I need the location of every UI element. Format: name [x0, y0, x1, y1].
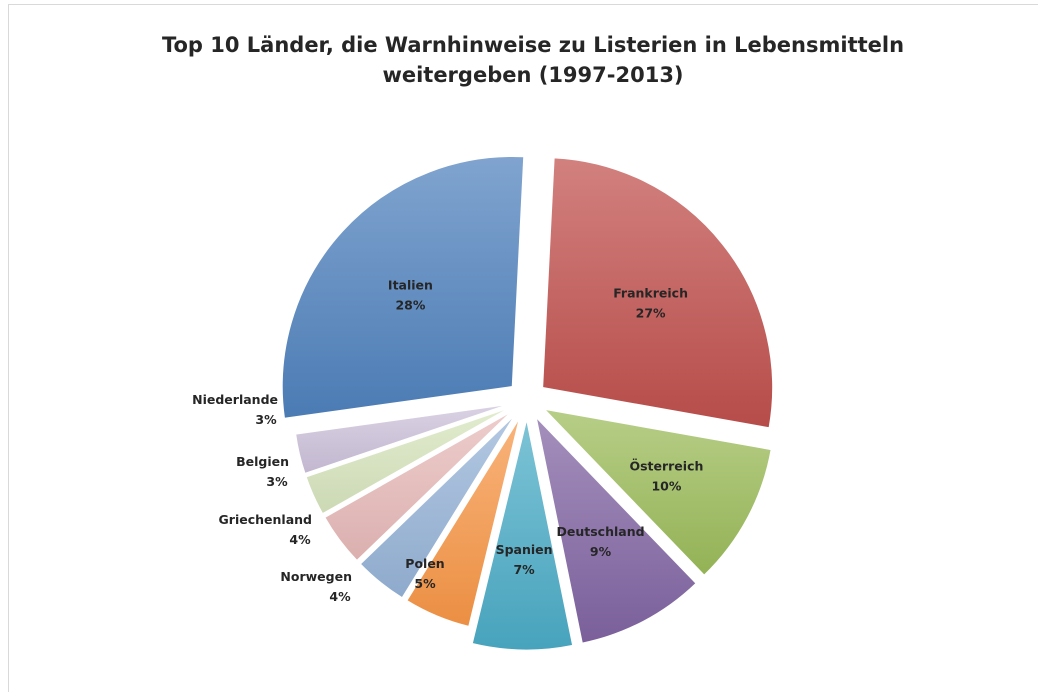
slice-norwegen — [359, 415, 515, 599]
slice-value-belgien: 3% — [266, 474, 288, 489]
slice-label-deutschland: Deutschland — [557, 524, 645, 539]
slice-griechenland — [324, 411, 512, 562]
slice-niederlande — [295, 404, 508, 474]
slice-label-frankreich: Frankreich — [613, 286, 688, 301]
slice-polen — [406, 418, 520, 627]
slice-label-griechenland: Griechenland — [219, 512, 312, 527]
slice-oesterreich — [543, 408, 772, 576]
slice-value-italien: 28% — [395, 297, 425, 312]
pie-slices — [281, 155, 774, 651]
slice-value-norwegen: 4% — [329, 589, 351, 604]
slice-label-belgien: Belgien — [236, 454, 289, 469]
slice-value-deutschland: 9% — [590, 544, 612, 559]
slice-label-italien: Italien — [388, 277, 433, 292]
slice-value-niederlande: 3% — [255, 412, 277, 427]
slice-label-spanien: Spanien — [496, 542, 553, 557]
slice-deutschland — [535, 416, 697, 644]
slice-value-griechenland: 4% — [289, 532, 311, 547]
slice-value-oesterreich: 10% — [651, 478, 681, 493]
pie-labels: Frankreich 27% Österreich 10% Deutschland 9% S… — [192, 277, 703, 604]
slice-frankreich — [542, 157, 774, 429]
slice-label-polen: Polen — [405, 556, 444, 571]
chart-title-line-1: Top 10 Länder, die Warnhinweise zu Liste… — [162, 33, 904, 57]
slice-label-niederlande: Niederlande — [192, 392, 278, 407]
slice-value-frankreich: 27% — [636, 306, 666, 321]
slice-value-polen: 5% — [414, 576, 436, 591]
slice-italien — [281, 155, 525, 419]
slice-value-spanien: 7% — [513, 562, 535, 577]
chart-title-line-2: weitergeben (1997-2013) — [382, 63, 683, 87]
slice-belgien — [305, 407, 509, 515]
slice-spanien — [471, 419, 574, 651]
slice-label-oesterreich: Österreich — [629, 458, 703, 473]
slice-label-norwegen: Norwegen — [280, 569, 352, 584]
